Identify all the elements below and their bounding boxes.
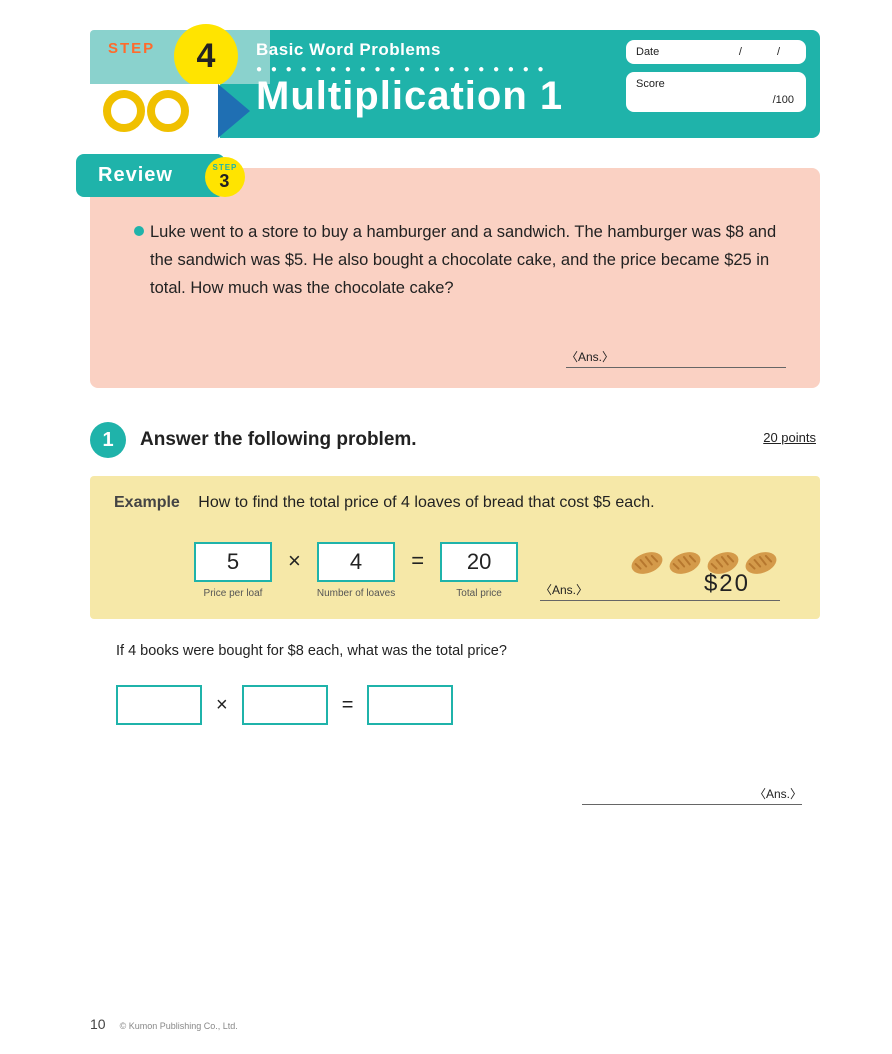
points-label: 20 points [763,430,816,445]
review-section: Review STEP 3 Luke went to a store to bu… [90,168,820,388]
eq-label-c: Total price [456,588,502,599]
review-step-circle: STEP 3 [205,157,245,197]
example-text: How to find the total price of 4 loaves … [198,494,654,511]
page-title: Multiplication 1 [256,74,563,119]
example-heading: Example How to find the total price of 4… [114,494,796,512]
date-label: Date [636,46,659,58]
score-box[interactable]: Score /100 [626,72,806,112]
ans-label: 〈Ans.〉 [566,350,614,364]
page-number: 10 [90,1016,106,1032]
date-slashes: / / [739,46,796,58]
eq-box-b: 4 [317,542,395,582]
score-label: Score [636,78,665,90]
blank-box-a[interactable] [116,685,202,725]
problem-number: 1 [102,429,113,452]
example-answer: 〈Ans.〉 $20 [540,581,780,601]
rocket-icon [90,84,250,138]
review-problem-text: Luke went to a store to buy a hamburger … [136,218,786,302]
blank-equation: × = [116,685,820,725]
page-footer: 10 © Kumon Publishing Co., Ltd. [90,1016,238,1032]
review-tab: Review STEP 3 [76,154,225,197]
multiply-icon: × [288,542,301,574]
review-answer-area[interactable]: 〈Ans.〉 [566,348,786,368]
equals-icon: = [411,542,424,574]
question-text: If 4 books were bought for $8 each, what… [116,643,820,659]
date-box[interactable]: Date / / [626,40,806,64]
eq-label-a: Price per loaf [204,588,263,599]
copyright: © Kumon Publishing Co., Ltd. [120,1021,238,1031]
blank-box-b[interactable] [242,685,328,725]
worksheet-page: STEP 4 Basic Word Problems ● ● ● ● ● ● ●… [90,30,820,805]
eq-label-b: Number of loaves [317,588,395,599]
example-box: Example How to find the total price of 4… [90,476,820,619]
equals-icon: = [342,694,354,717]
multiply-icon: × [216,694,228,717]
example-label: Example [114,494,180,511]
ans-value: $20 [704,570,750,598]
score-max: /100 [773,94,794,106]
eq-box-c: 20 [440,542,518,582]
eq-box-a: 5 [194,542,272,582]
problem-number-circle: 1 [90,422,126,458]
meta-boxes: Date / / Score /100 [626,40,806,120]
step-label: STEP [108,40,155,57]
review-step-num: 3 [219,172,230,190]
step-number-circle: 4 [174,24,238,88]
header-banner: STEP 4 Basic Word Problems ● ● ● ● ● ● ●… [90,30,820,138]
step-number: 4 [197,37,216,76]
problem-title: Answer the following problem. [140,429,417,451]
question-answer-area[interactable]: 〈Ans.〉 [90,785,820,805]
review-label: Review [98,164,173,186]
bullet-icon [134,226,144,236]
problem-1: 1 Answer the following problem. 20 point… [90,422,820,805]
blank-box-c[interactable] [367,685,453,725]
subtitle: Basic Word Problems [256,40,441,60]
problem-heading: 1 Answer the following problem. 20 point… [90,422,820,458]
ans-label: 〈Ans.〉 [540,583,588,597]
ans-label: 〈Ans.〉 [754,787,802,801]
review-text-content: Luke went to a store to buy a hamburger … [150,223,776,297]
